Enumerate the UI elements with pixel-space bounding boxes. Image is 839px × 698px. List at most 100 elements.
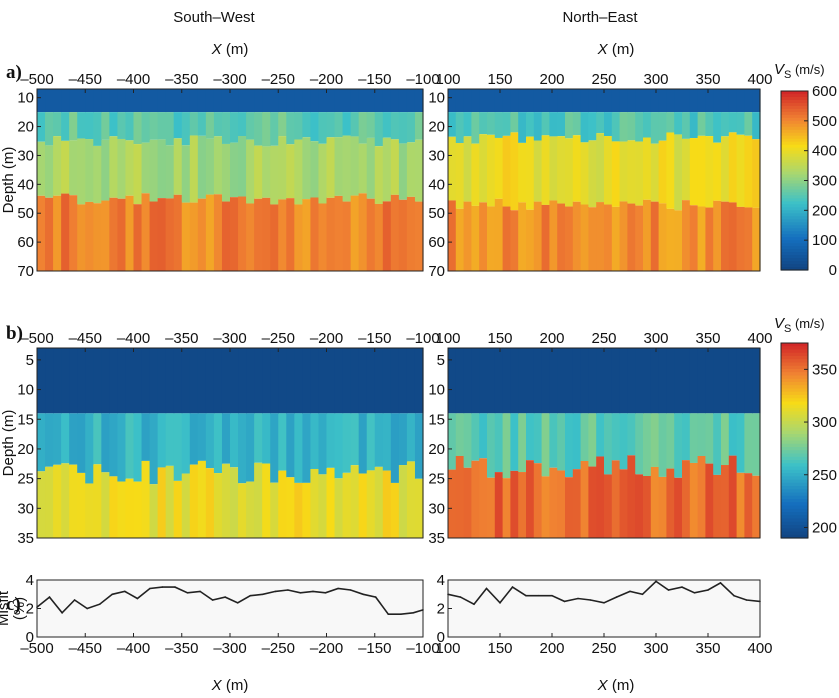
heatmap-cell [588,140,597,208]
heatmap-cell [580,461,589,538]
heatmap-cell [635,474,644,538]
heatmap-cell [53,464,62,538]
heatmap-cell [697,206,706,271]
x-tick-label: 250 [591,330,616,347]
heatmap-cell [619,89,628,113]
header-south-west: South–West [173,9,255,26]
misfit-point [719,582,722,584]
heatmap-cell [133,413,143,482]
heatmap-cell [238,89,247,113]
heatmap-cell [713,200,722,271]
heatmap-cell [635,348,644,414]
heatmap-cell [533,112,543,141]
heatmap-cell [658,140,667,204]
heatmap-cell [398,199,408,271]
colorbar-segment [781,343,808,347]
heatmap-cell [254,348,263,414]
colorbar-segment [781,489,808,494]
colorbar-segment [781,463,808,468]
heatmap-cell [382,470,392,538]
heatmap-cell [77,348,86,414]
heatmap-cell [455,413,465,456]
heatmap-cell [390,112,400,140]
heatmap-cell [310,468,320,538]
heatmap-cell [382,112,392,138]
heatmap-cell [744,473,753,538]
heatmap-cell [705,207,714,271]
y-tick-label: 40 [428,176,445,193]
colorbar-segment [781,372,808,377]
colorbar-segment [781,404,808,409]
heatmap-cell [157,198,167,271]
misfit-point [86,607,88,610]
heatmap-cell [705,112,714,137]
heatmap-cell [294,348,303,414]
misfit-point [615,596,618,598]
y-tick-label: 70 [17,263,34,280]
heatmap-cell [643,137,652,200]
heatmap-cell [596,413,605,457]
colorbar-segment [781,365,808,370]
y-tick-label: 20 [428,441,445,458]
heatmap-cell [53,348,62,414]
heatmap-cell [414,139,424,202]
heatmap-cell [518,89,527,113]
misfit-point [362,593,365,596]
misfit-point [400,613,402,615]
colorbar-tick-label: 200 [812,519,837,536]
colorbar-segment [781,512,808,516]
heatmap-cell [326,197,336,271]
heatmap-cell [85,348,94,414]
heatmap-cell [270,145,279,205]
heatmap-cell [85,139,94,202]
heatmap-cell [382,89,392,113]
heatmap-cell [658,112,667,141]
heatmap-cell [549,200,558,271]
heatmap-cell [697,455,706,538]
heatmap-cell [541,204,550,271]
heatmap-cell [479,202,488,271]
x-tick-label: 400 [747,330,772,347]
heatmap-cell [713,142,722,201]
heatmap-cell [572,135,582,202]
heatmap-cell [109,136,119,198]
heatmap-cell [728,202,738,271]
heatmap-cell [596,133,605,203]
misfit-point [641,593,644,596]
heatmap-cell [588,466,597,538]
colorbar-segment [781,395,808,399]
heatmap-cell [294,89,303,113]
heatmap-cell [627,89,636,113]
heatmap-cell [744,89,753,113]
y-tick-label: 60 [428,234,445,251]
heatmap-cell [85,201,94,271]
heatmap-cell [744,135,753,208]
misfit-point [667,589,670,591]
heatmap-cell [189,464,199,538]
y-tick-label: 60 [17,234,34,251]
misfit-point [374,596,377,598]
heatmap-cell [77,89,86,113]
heatmap-cell [744,207,753,271]
heatmap-cell [619,201,628,271]
header-north-east: North–East [562,9,638,26]
heatmap-cell [643,89,652,113]
x-tick-label: –250 [262,640,295,657]
heatmap-cell [149,112,159,140]
heatmap-cell [238,196,247,271]
x-tick-label: 300 [643,330,668,347]
heatmap-cell [310,413,320,469]
heatmap-cell [611,141,621,207]
colorbar-segment [781,352,808,357]
x-tick-label: –200 [310,640,343,657]
heatmap-cell [221,89,231,113]
heatmap-cell [596,89,605,113]
heatmap-cell [611,112,621,142]
heatmap-cell [109,197,119,271]
heatmap-cell [565,477,574,538]
heatmap-cell [494,472,504,538]
misfit-line [36,586,424,616]
heatmap-cell [302,112,312,138]
heatmap-cell [318,143,328,204]
heatmap-cell [736,112,745,135]
